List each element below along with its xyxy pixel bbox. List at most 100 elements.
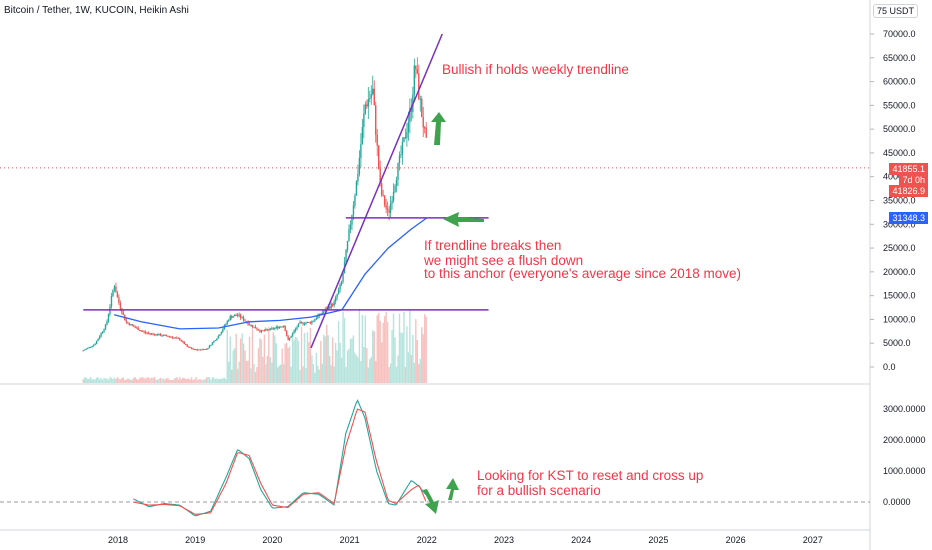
volume-bar [245, 361, 248, 383]
kst-down-arrow-icon [423, 489, 439, 514]
candle-body [320, 313, 322, 315]
candle-body [346, 240, 349, 250]
volume-bar [87, 379, 89, 383]
volume-bar [141, 377, 144, 383]
candle-body [288, 337, 291, 340]
volume-bar [394, 337, 396, 383]
candle-body [383, 195, 386, 206]
annotation-flush-2: we might see a flush down [424, 253, 584, 268]
candle-body [232, 316, 234, 318]
candle-body [280, 326, 282, 328]
y-tick-label: 40000.0 [883, 172, 916, 182]
volume-bar [109, 377, 111, 383]
candle-body [233, 314, 236, 317]
candle-body [265, 329, 267, 331]
currency-selector[interactable]: 75 USDT [872, 4, 918, 18]
volume-bar [82, 379, 84, 383]
candle-body [302, 322, 304, 325]
volume-bar [320, 340, 322, 383]
volume-bar [192, 379, 194, 383]
candle-body [306, 321, 309, 323]
volume-bar [315, 352, 318, 383]
candle-body [282, 325, 285, 327]
volume-bar [85, 377, 87, 383]
volume-bar [363, 347, 365, 383]
volume-bar [143, 377, 145, 383]
candle-body [271, 328, 273, 330]
candle-body [161, 335, 163, 337]
candle-body [180, 340, 182, 342]
volume-bar [153, 377, 156, 383]
candle-body [303, 323, 306, 325]
candle-body [92, 344, 95, 347]
volume-bar [146, 377, 148, 383]
candle-body [254, 326, 257, 329]
volume-bar [144, 378, 147, 383]
candle-body [312, 320, 315, 322]
candle-body [113, 286, 116, 290]
candle-body [376, 134, 378, 146]
volume-bar [287, 347, 289, 383]
kst-y-tick-label: 0.0000 [883, 497, 911, 507]
candle-body [345, 249, 347, 262]
volume-bar [202, 379, 205, 383]
volume-bar [382, 322, 384, 383]
kst-y-tick-label: 2000.0000 [883, 435, 926, 445]
candle-body [274, 328, 276, 330]
candle-body [354, 195, 356, 206]
candle-body [380, 183, 383, 196]
volume-bar [91, 379, 93, 383]
candle-body [226, 321, 228, 324]
candle-body [294, 328, 297, 331]
candle-body [407, 122, 410, 133]
y-tick-label: 5000.0 [883, 338, 911, 348]
candle-body [377, 145, 380, 169]
annotation-bullish: Bullish if holds weekly trendline [442, 62, 629, 77]
y-tick-label: 65000.0 [883, 53, 916, 63]
x-tick-label: 2024 [571, 535, 591, 545]
candle-body [82, 350, 84, 352]
candle-body [248, 324, 251, 326]
volume-bar [232, 350, 234, 383]
volume-bar [177, 379, 179, 383]
volume-bar [118, 378, 120, 383]
volume-bar [121, 377, 123, 383]
volume-bar [161, 378, 163, 383]
volume-bar [233, 348, 236, 383]
volume-bar [336, 350, 338, 383]
candle-body [349, 224, 352, 230]
candle-body [348, 229, 350, 241]
candle-body [174, 337, 177, 339]
candle-body [340, 281, 343, 285]
volume-bar [138, 378, 141, 383]
volume-bar [214, 379, 217, 383]
annotation-flush-1: If trendline breaks then [424, 238, 562, 253]
candle-body [122, 312, 125, 315]
candle-body [184, 344, 187, 346]
volume-bar [360, 360, 362, 383]
candle-body [118, 297, 120, 304]
volume-bar [186, 378, 188, 383]
x-tick-label: 2019 [185, 535, 205, 545]
volume-bar [269, 357, 272, 383]
volume-bar [250, 368, 252, 383]
candle-body [170, 336, 172, 338]
candle-body [95, 341, 98, 345]
volume-bar [210, 379, 212, 383]
candle-body [146, 332, 148, 334]
candle-body [321, 312, 323, 315]
volume-bar [136, 378, 138, 383]
volume-bar [418, 364, 420, 383]
currency-label: USDT [889, 6, 915, 16]
volume-bar [296, 337, 298, 383]
volume-bar [262, 356, 264, 383]
volume-bar [229, 336, 231, 383]
candle-body [309, 322, 312, 324]
volume-bar [179, 377, 181, 383]
volume-bar [92, 379, 95, 383]
volume-bar [388, 367, 390, 383]
y-tick-label: 15000.0 [883, 291, 916, 301]
volume-bar [238, 361, 240, 383]
candle-body [189, 347, 191, 349]
